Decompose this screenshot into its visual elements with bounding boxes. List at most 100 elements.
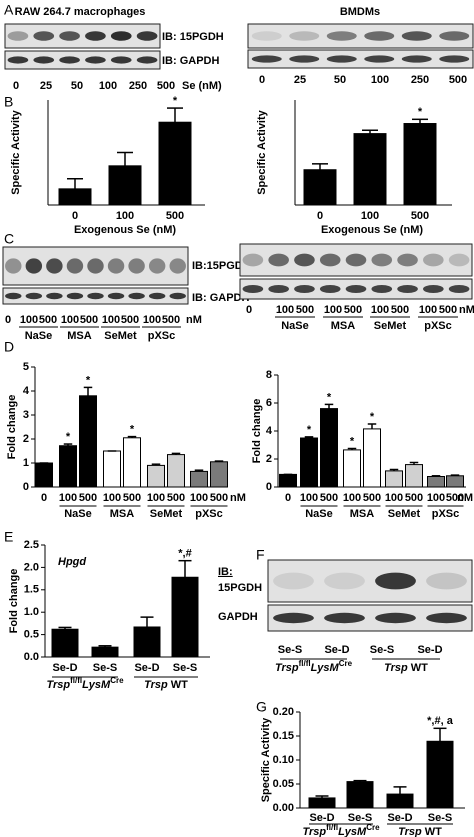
lane-label: 25 — [40, 80, 52, 92]
group-label: SeMet — [388, 508, 421, 520]
x-tick-label: 500 — [405, 492, 423, 504]
group-label: SeMet — [374, 320, 407, 332]
unit-label: nM — [186, 314, 202, 326]
blot-band — [148, 292, 166, 300]
y-tick-label: 2.5 — [24, 539, 39, 551]
lane-label: 250 — [129, 80, 147, 92]
bar — [108, 165, 142, 206]
bar — [403, 123, 437, 206]
blot-band — [128, 292, 145, 300]
group-label: MSA — [331, 320, 356, 332]
x-tick-label: Se-D — [387, 812, 412, 824]
lane-label: 0 — [13, 80, 19, 92]
error-bar — [117, 151, 133, 166]
y-axis-label: Specific Activity — [10, 109, 22, 194]
group-label-part: fl/fl — [70, 676, 82, 685]
bar — [91, 646, 119, 658]
blot-band — [324, 572, 365, 590]
y-axis-label: Fold change — [251, 399, 263, 464]
unit-label: nM — [230, 492, 246, 504]
y-tick-label: 0 — [266, 481, 272, 493]
x-tick-label: 100 — [300, 492, 318, 504]
lane-label: 500 — [439, 304, 457, 316]
row-label: 15PGDH — [218, 582, 262, 594]
blot-band — [439, 55, 470, 63]
bar — [353, 133, 387, 206]
blot-band — [169, 258, 186, 274]
bar — [300, 437, 318, 488]
unit-label: nM — [459, 304, 474, 316]
x-tick-label: Se-D — [52, 662, 77, 674]
group-label-part: Trsp — [302, 826, 326, 837]
lane-label: 100 — [371, 304, 389, 316]
error-bar — [367, 423, 377, 429]
group-label: NaSe — [305, 508, 333, 520]
bar — [343, 449, 361, 488]
blot-band — [46, 258, 63, 274]
blot-band — [401, 31, 432, 41]
x-tick-label: 500 — [320, 492, 338, 504]
y-tick-label: 0.10 — [273, 754, 294, 766]
blot-band — [375, 572, 416, 590]
error-bar — [178, 559, 192, 578]
x-tick-label: 0 — [285, 492, 291, 504]
blot-band — [423, 253, 444, 267]
x-tick-label: 500 — [210, 492, 228, 504]
blot-band — [251, 55, 282, 63]
error-bar — [347, 447, 357, 450]
y-axis-label: Fold change — [6, 395, 18, 460]
y-tick-label: 5 — [23, 361, 29, 373]
group-label: Trspfl/flLysMCre — [46, 676, 124, 691]
x-tick-label: 100 — [190, 492, 208, 504]
significance: * — [350, 435, 355, 447]
blot-band — [242, 285, 264, 293]
blot-header: IB: — [218, 566, 233, 578]
error-bar — [324, 403, 334, 409]
error-bar — [214, 460, 224, 462]
error-bar — [67, 178, 83, 189]
blot-band — [107, 258, 125, 274]
error-bar — [140, 616, 154, 627]
blot-band — [87, 292, 104, 300]
bar — [303, 169, 337, 206]
lane-label: 500 — [344, 304, 362, 316]
lane-label: 50 — [334, 74, 346, 86]
lane-label: Se-D — [324, 644, 349, 656]
row-label: IB: 15PGDH — [162, 31, 224, 43]
lane-label: 500 — [162, 314, 180, 326]
group-label: MSA — [110, 508, 135, 520]
blot-band — [401, 55, 432, 63]
blot-band — [326, 55, 357, 63]
error-bar — [83, 386, 93, 396]
x-tick-label: 100 — [385, 492, 403, 504]
significance: * — [66, 431, 71, 443]
group-label-part: WT — [411, 662, 428, 674]
blot-band — [25, 292, 43, 300]
bar — [426, 740, 454, 809]
y-tick-label: 0.05 — [273, 778, 294, 790]
x-tick-label: Se-S — [348, 812, 372, 824]
lane-label: 100 — [419, 304, 437, 316]
panel-letter: D — [4, 339, 14, 355]
blot-band — [294, 253, 315, 267]
blot-band — [273, 572, 314, 590]
lane-label: 100 — [99, 80, 117, 92]
blot-band — [251, 31, 282, 41]
error-bar — [389, 468, 399, 471]
blot-band — [289, 31, 320, 41]
group-label-part: WT — [425, 826, 442, 837]
blot-band — [242, 253, 264, 267]
y-tick-label: 2.0 — [24, 561, 39, 573]
y-tick-label: 2 — [266, 453, 272, 465]
y-tick-label: 1.0 — [24, 606, 39, 618]
group-label-part: Cre — [339, 659, 353, 668]
x-tick-label: 100 — [427, 492, 445, 504]
y-tick-label: 8 — [266, 369, 272, 381]
blot-band — [273, 612, 314, 624]
group-label: NaSe — [64, 508, 92, 520]
lane-label: 100 — [20, 314, 38, 326]
x-tick-label: 100 — [147, 492, 165, 504]
bar — [167, 454, 185, 488]
x-tick-label: 0 — [317, 210, 323, 222]
